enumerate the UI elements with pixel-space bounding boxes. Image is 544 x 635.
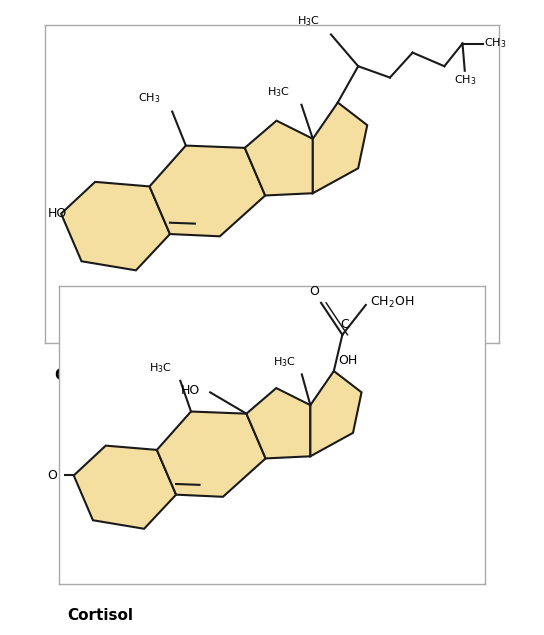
Text: O: O [310,284,319,298]
Text: H$_3$C: H$_3$C [149,361,172,375]
Text: CH$_3$: CH$_3$ [138,91,161,105]
Text: C: C [340,318,349,331]
Polygon shape [245,121,313,196]
Polygon shape [61,182,170,271]
Text: CH$_3$: CH$_3$ [454,73,476,87]
Polygon shape [313,102,367,193]
Text: HO: HO [47,207,67,220]
Text: CH$_2$OH: CH$_2$OH [370,295,414,309]
Polygon shape [246,388,311,458]
Text: H$_3$C: H$_3$C [296,14,320,28]
Polygon shape [311,371,362,457]
Text: Cortisol: Cortisol [67,608,133,623]
Text: O: O [47,469,57,482]
Text: HO: HO [180,384,200,397]
Polygon shape [74,446,176,529]
Text: H$_3$C: H$_3$C [267,85,290,99]
Text: H$_3$C: H$_3$C [273,355,295,369]
Text: CH$_3$: CH$_3$ [484,36,507,50]
Polygon shape [150,145,265,236]
Polygon shape [157,411,265,497]
Text: OH: OH [338,354,357,367]
Text: Cholesterol: Cholesterol [54,368,152,384]
